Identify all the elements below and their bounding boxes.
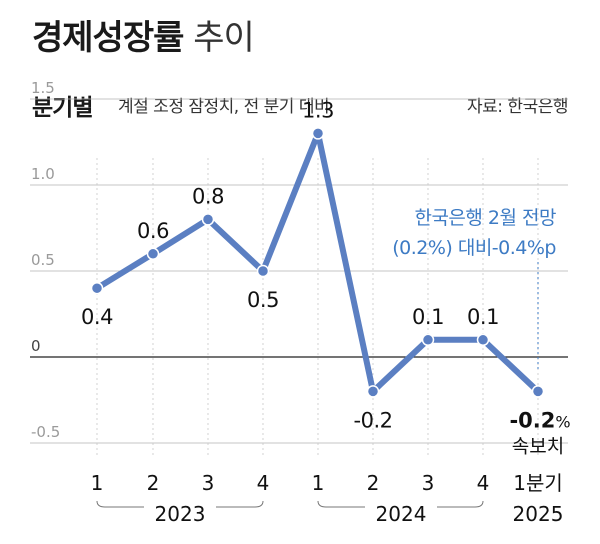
year-label-backdrop <box>365 498 437 516</box>
x-tick-label: 1분기 <box>513 471 563 495</box>
data-label: 0.8 <box>192 184 224 208</box>
x-tick-label: 2 <box>147 471 160 495</box>
year-label: 2023 <box>155 502 206 526</box>
source-note: 자료: 한국은행 <box>467 97 568 117</box>
subtitle-description: 계절 조정 잠정치, 전 분기 대비 <box>118 97 330 117</box>
year-label-backdrop <box>144 498 216 516</box>
data-label: 1.3 <box>302 98 334 122</box>
y-tick-label: 1.0 <box>31 165 55 183</box>
y-tick-label: 0.5 <box>31 251 55 269</box>
title-suffix: 추이 <box>193 18 255 58</box>
data-point <box>531 385 545 398</box>
x-tick-label: 4 <box>257 471 270 495</box>
latest-note: 속보치 <box>512 435 564 457</box>
forecast-annotation: (0.2%) 대비-0.4%p <box>392 237 556 259</box>
title-main: 경제성장률 <box>32 18 184 58</box>
year-label: 2025 <box>513 502 564 526</box>
data-label: 0.5 <box>247 288 279 312</box>
data-point <box>90 281 104 295</box>
data-label: 0.4 <box>81 305 113 329</box>
data-point <box>476 333 490 347</box>
x-tick-label: 1 <box>91 471 104 495</box>
data-label-latest: -0.2% <box>509 408 570 432</box>
data-point <box>366 385 380 398</box>
x-tick-label: 2 <box>367 471 380 495</box>
data-label: 0.1 <box>412 305 444 329</box>
data-point <box>146 247 160 261</box>
y-tick-label: -0.5 <box>31 423 60 441</box>
subtitle-row: 분기별 계절 조정 잠정치, 전 분기 대비 자료: 한국은행 <box>32 88 568 121</box>
year-label: 2024 <box>376 502 427 526</box>
forecast-annotation: 한국은행 2월 전망 <box>414 207 556 229</box>
data-point <box>311 127 325 140</box>
data-label-unit: % <box>555 412 570 431</box>
data-point <box>201 213 215 226</box>
data-label: 0.1 <box>467 305 499 329</box>
series-line <box>94 130 541 395</box>
data-point <box>256 264 270 278</box>
x-tick-label: 3 <box>422 471 435 495</box>
x-tick-label: 4 <box>477 471 490 495</box>
chart-title: 경제성장률 추이 <box>32 18 255 58</box>
y-tick-label: 1.5 <box>31 79 55 97</box>
x-tick-label: 1 <box>312 471 325 495</box>
data-point <box>421 333 435 347</box>
x-tick-label: 3 <box>202 471 215 495</box>
data-label: -0.2 <box>354 408 393 432</box>
y-tick-label: 0 <box>31 337 41 355</box>
data-label: 0.6 <box>137 219 169 243</box>
